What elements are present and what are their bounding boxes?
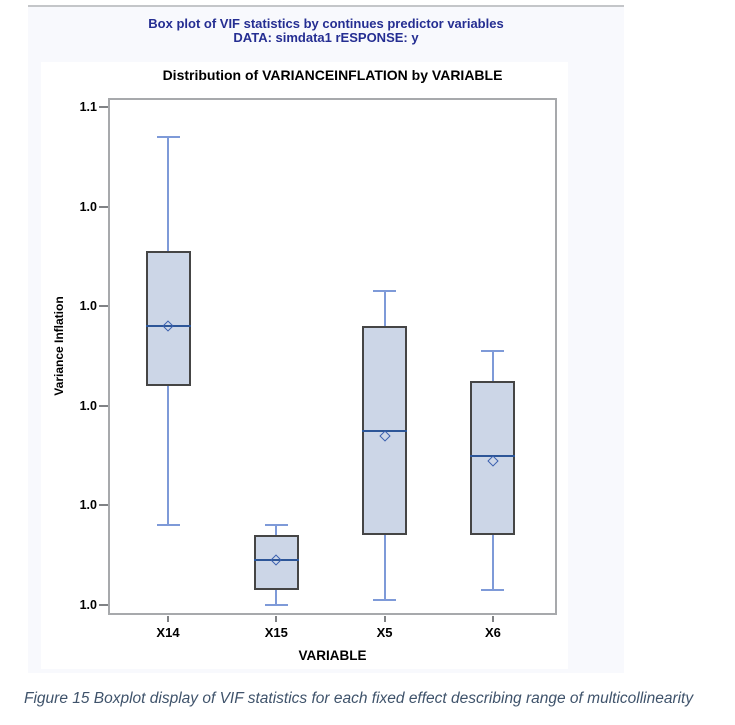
- y-tick-mark: [99, 106, 108, 108]
- y-tick-mark: [99, 404, 108, 407]
- results-header: Box plot of VIF statistics by continues …: [28, 17, 624, 45]
- chart-background: [41, 62, 568, 669]
- y-tick-mark: [99, 305, 108, 308]
- box: [253, 535, 299, 591]
- x-category-label: X15: [264, 625, 288, 640]
- y-tick-label: 1.0: [79, 398, 97, 413]
- whisker-stem-upper: [491, 351, 494, 381]
- plot-frame: [108, 98, 557, 615]
- x-tick-mark: [275, 616, 278, 622]
- whisker-cap-upper: [481, 350, 505, 353]
- x-tick-mark: [491, 616, 494, 622]
- whisker-stem-upper: [383, 291, 386, 327]
- x-tick-mark: [383, 616, 386, 622]
- y-tick-mark: [99, 604, 108, 606]
- whisker-stem-upper: [275, 525, 278, 536]
- x-axis-label: VARIABLE: [298, 648, 367, 663]
- y-tick-label: 1.0: [79, 498, 97, 513]
- y-tick-mark: [99, 205, 108, 208]
- median-line: [253, 559, 299, 562]
- whisker-stem-lower: [275, 590, 278, 605]
- y-tick-mark: [99, 504, 108, 507]
- whisker-cap-upper: [373, 290, 397, 293]
- y-tick-label: 1.0: [79, 199, 97, 214]
- median-line: [362, 429, 408, 432]
- median-line: [145, 325, 191, 328]
- whisker-stem-lower: [383, 535, 386, 600]
- box: [470, 380, 516, 536]
- y-tick-label: 1.1: [79, 100, 97, 114]
- whisker-cap-upper: [264, 524, 288, 527]
- whisker-cap-lower: [481, 589, 505, 592]
- x-category-label: X5: [376, 625, 393, 640]
- results-header-line2: DATA: simdata1 rESPONSE: y: [233, 30, 419, 45]
- x-tick-mark: [167, 616, 169, 622]
- whisker-stem-lower: [167, 385, 169, 526]
- whisker-cap-lower: [373, 599, 397, 602]
- whisker-cap-lower: [156, 524, 180, 527]
- whisker-cap-upper: [156, 135, 180, 138]
- x-category-label: X6: [484, 625, 501, 640]
- whisker-stem-upper: [167, 136, 169, 252]
- median-line: [470, 454, 516, 457]
- figure-caption: Figure 15 Boxplot display of VIF statist…: [24, 690, 694, 707]
- y-tick-label: 1.0: [79, 598, 97, 612]
- whisker-stem-lower: [491, 535, 494, 591]
- box: [145, 251, 191, 386]
- y-tick-label: 1.0: [79, 299, 97, 314]
- results-header-line1: Box plot of VIF statistics by continues …: [148, 16, 504, 31]
- x-category-label: X14: [156, 625, 180, 640]
- chart-title: Distribution of VARIANCEINFLATION by VAR…: [162, 67, 503, 83]
- whisker-cap-lower: [264, 604, 288, 606]
